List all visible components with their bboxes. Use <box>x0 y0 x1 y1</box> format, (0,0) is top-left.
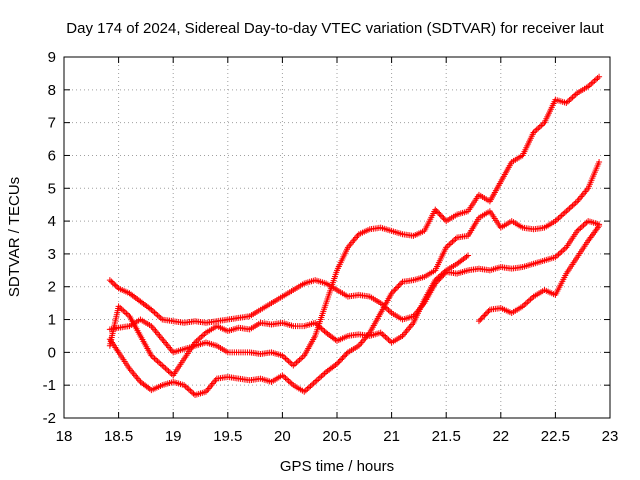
data-point-marker <box>432 206 439 213</box>
x-tick-label: 20.5 <box>322 428 351 445</box>
x-tick-label: 22.5 <box>541 428 570 445</box>
y-tick-label: 4 <box>48 213 56 230</box>
data-point-marker <box>108 278 115 285</box>
data-point-marker <box>440 215 447 222</box>
series-trace-e <box>475 223 603 325</box>
data-point-marker <box>111 281 118 288</box>
data-point-marker <box>106 277 113 284</box>
data-point-marker <box>394 284 401 291</box>
data-point-marker <box>596 73 603 80</box>
data-point-marker <box>339 355 346 362</box>
data-point-marker <box>392 285 399 292</box>
data-point-marker <box>475 318 482 325</box>
data-point-marker <box>396 281 403 288</box>
y-tick-label: 0 <box>48 344 56 361</box>
data-point-marker <box>114 284 121 291</box>
y-tick-label: 1 <box>48 312 56 329</box>
data-point-marker <box>334 360 340 367</box>
x-tick-label: 18.5 <box>104 428 133 445</box>
data-point-marker <box>395 283 402 290</box>
series-trace-d <box>106 252 472 379</box>
data-point-marker <box>109 279 116 286</box>
y-tick-label: 6 <box>48 147 56 164</box>
data-point-marker <box>338 356 345 363</box>
data-point-marker <box>436 210 443 217</box>
series-trace-b <box>106 159 603 399</box>
y-tick-label: 9 <box>48 49 56 66</box>
y-tick-label: 3 <box>48 246 56 263</box>
x-axis-label: GPS time / hours <box>280 458 394 475</box>
y-tick-label: 2 <box>48 279 56 296</box>
data-point-marker <box>342 352 349 359</box>
data-point-marker <box>480 313 487 320</box>
chart-title: Day 174 of 2024, Sidereal Day-to-day VTE… <box>66 20 604 37</box>
x-tick-label: 22 <box>492 428 509 445</box>
data-point-marker <box>485 308 492 315</box>
y-tick-label: -1 <box>43 377 56 394</box>
data-point-marker <box>389 288 396 295</box>
data-point-marker <box>433 208 440 215</box>
x-tick-label: 19 <box>165 428 182 445</box>
grid <box>64 57 610 418</box>
data-point-marker <box>596 223 603 230</box>
data-point-marker <box>481 312 488 319</box>
x-tick-label: 21 <box>383 428 400 445</box>
data-point-marker <box>484 309 491 316</box>
x-tick-label: 20 <box>274 428 291 445</box>
series-trace-c <box>106 73 603 369</box>
data-point-marker <box>340 353 347 360</box>
y-axis-label: SDTVAR / TECUs <box>6 177 23 297</box>
data-point-marker <box>477 316 484 323</box>
data-point-marker <box>439 213 446 220</box>
x-tick-label: 18 <box>56 428 73 445</box>
data-point-marker <box>343 350 350 357</box>
data-point-marker <box>465 252 472 259</box>
data-point-marker <box>437 212 444 219</box>
x-tick-label: 19.5 <box>213 428 242 445</box>
data-point-marker <box>398 280 405 287</box>
data-point-marker <box>335 359 342 366</box>
data-point-marker <box>482 311 489 318</box>
data-point-marker <box>112 282 119 289</box>
data-point-marker <box>336 357 343 364</box>
data-point-marker <box>478 315 485 322</box>
x-tick-label: 21.5 <box>432 428 461 445</box>
y-tick-label: 8 <box>48 82 56 99</box>
y-tick-label: 5 <box>48 180 56 197</box>
x-tick-label: 23 <box>602 428 619 445</box>
data-point-marker <box>596 159 603 166</box>
data-point-marker <box>435 209 442 216</box>
data-point-marker <box>388 290 395 297</box>
data-series <box>106 73 603 399</box>
series-trace-a <box>106 218 603 326</box>
axis-ticks: 18 18.5 19 19.5 20 20.5 21 21.5 22 22.5 23-2-10123… <box>43 49 619 445</box>
data-point-marker <box>391 287 398 294</box>
y-tick-label: 7 <box>48 115 56 132</box>
y-tick-label: -2 <box>43 410 56 427</box>
